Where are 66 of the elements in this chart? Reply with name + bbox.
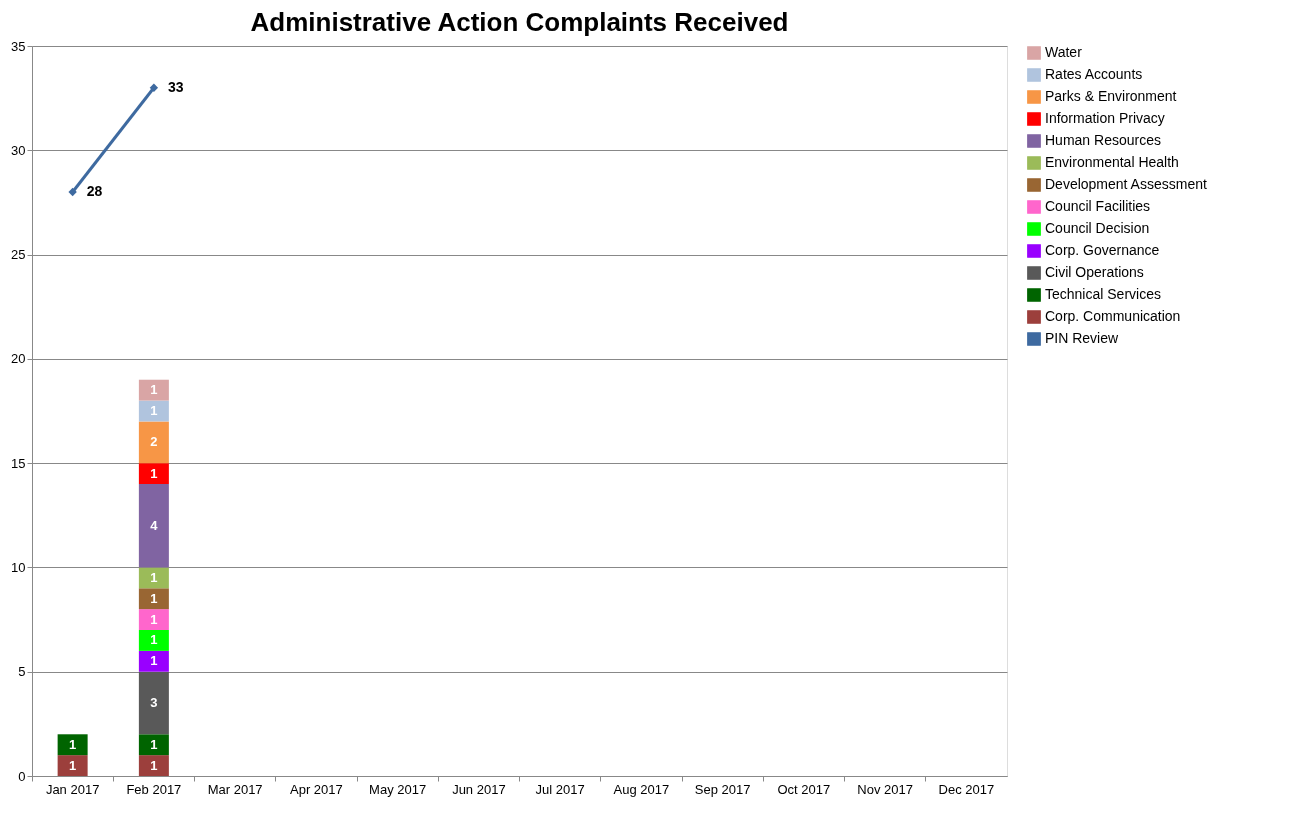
x-tick-label: Mar 2017 xyxy=(207,781,263,797)
bar xyxy=(138,567,169,589)
data-label: 1 xyxy=(150,382,158,398)
data-label: 1 xyxy=(150,403,158,418)
legend-label: Technical Services xyxy=(1045,286,1161,302)
legend-label: Development Assessment xyxy=(1045,176,1207,192)
legend-label: Corp. Communication xyxy=(1045,308,1181,324)
data-label: 3 xyxy=(150,695,158,710)
data-label: 1 xyxy=(150,611,158,627)
data-label: 1 xyxy=(69,736,77,752)
legend-label: Environmental Health xyxy=(1045,154,1179,170)
legend-label: Council Facilities xyxy=(1045,198,1151,214)
x-tick-label: Dec 2017 xyxy=(938,781,995,797)
legend-label: PIN Review xyxy=(1045,330,1120,346)
data-label: 1 xyxy=(69,757,77,773)
y-tick-label: 25 xyxy=(11,247,26,263)
y-tick-label: 35 xyxy=(11,38,26,54)
data-label: 1 xyxy=(150,632,158,648)
bar xyxy=(57,755,88,776)
data-label: 1 xyxy=(150,569,158,585)
legend-label: Information Privacy xyxy=(1045,110,1165,126)
bar xyxy=(138,421,169,464)
data-label: 1 xyxy=(150,653,158,669)
y-tick-label: 0 xyxy=(18,768,26,784)
bar xyxy=(138,755,169,776)
bar xyxy=(138,734,169,756)
y-tick-label: 10 xyxy=(11,559,26,575)
chart-title: Administrative Action Complaints Received xyxy=(250,7,789,37)
y-tick-label: 15 xyxy=(11,455,26,471)
x-tick-label: Apr 2017 xyxy=(289,781,343,797)
bar xyxy=(138,609,169,630)
bar xyxy=(138,463,169,484)
y-tick-label: 30 xyxy=(11,142,26,158)
bar xyxy=(138,379,169,401)
legend-label: Human Resources xyxy=(1045,132,1161,148)
legend-label: Council Decision xyxy=(1045,220,1150,236)
x-tick-label: Nov 2017 xyxy=(857,781,913,797)
bar xyxy=(138,484,169,568)
data-label: 1 xyxy=(150,757,158,773)
x-tick-label: Jul 2017 xyxy=(535,781,585,797)
data-label: 1 xyxy=(150,590,158,606)
legend-label: Parks & Environment xyxy=(1045,88,1177,104)
bar xyxy=(138,588,169,610)
legend-label: Rates Accounts xyxy=(1045,66,1143,82)
data-label: 1 xyxy=(150,465,158,481)
legend-label: Corp. Governance xyxy=(1045,242,1160,258)
data-label: 4 xyxy=(150,517,159,533)
bar xyxy=(57,734,88,756)
x-tick-label: Jun 2017 xyxy=(452,781,506,797)
y-tick-label: 5 xyxy=(18,664,26,680)
data-label: 1 xyxy=(150,736,158,752)
bar xyxy=(138,671,169,735)
data-label: 2 xyxy=(150,434,158,450)
x-tick-label: Sep 2017 xyxy=(694,781,751,797)
legend-label: Water xyxy=(1045,44,1083,60)
legend-label: Civil Operations xyxy=(1045,264,1144,280)
x-tick-label: Feb 2017 xyxy=(126,781,182,797)
bar xyxy=(138,650,169,672)
bar xyxy=(138,630,169,651)
x-tick-label: Jan 2017 xyxy=(45,781,100,797)
y-tick-label: 20 xyxy=(11,351,26,367)
data-label: 28 xyxy=(86,183,103,199)
x-tick-label: Oct 2017 xyxy=(777,781,831,797)
x-tick-label: May 2017 xyxy=(369,781,427,797)
x-tick-label: Aug 2017 xyxy=(613,781,670,797)
data-label: 33 xyxy=(167,78,184,95)
